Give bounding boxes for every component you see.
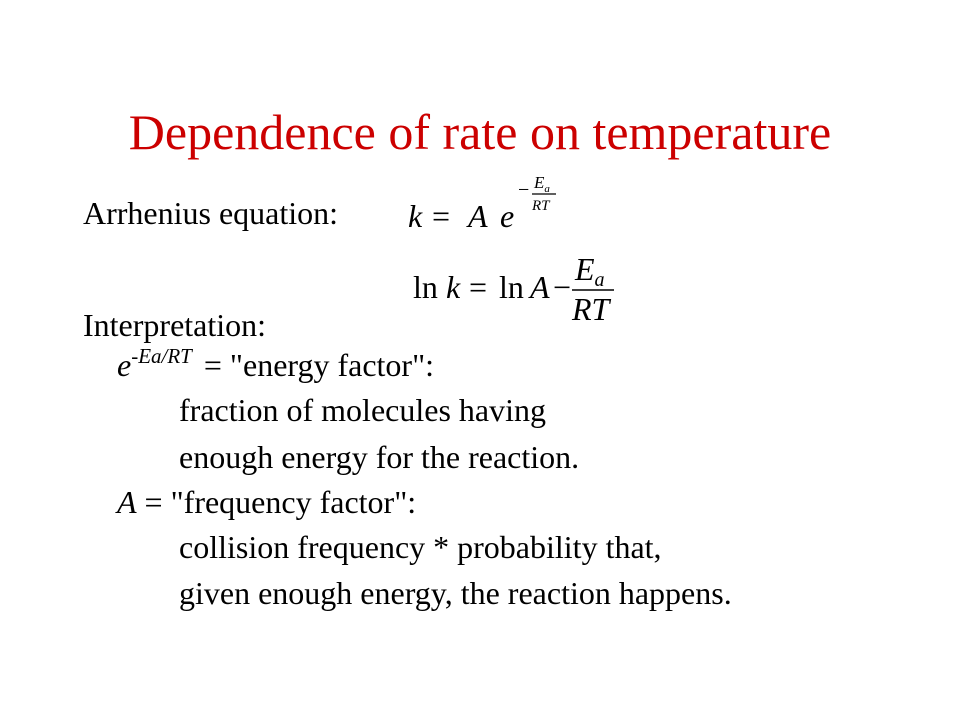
eq2-num: Ea: [574, 251, 605, 291]
arrhenius-label: Arrhenius equation:: [83, 195, 339, 231]
frequency-factor-desc-line2: given enough energy, the reaction happen…: [179, 575, 732, 611]
eq2-ln-right: ln: [499, 269, 524, 305]
arrhenius-equation: k = A e − Ea RT: [408, 173, 556, 234]
eq1-k: k: [408, 198, 423, 234]
frequency-factor-line: A = "frequency factor":: [117, 483, 416, 521]
eq1-equals: =: [432, 198, 450, 234]
eq2-k: k: [446, 269, 461, 305]
frequency-factor-desc-line1: collision frequency * probability that,: [179, 529, 662, 565]
energy-factor-desc-line1: fraction of molecules having: [179, 392, 546, 428]
eq2-num-sub: a: [595, 269, 605, 291]
energy-factor-desc-line2: enough energy for the reaction.: [179, 439, 580, 475]
energy-factor-exponent: -Ea/RT: [131, 344, 192, 368]
eq2-num-letter: E: [574, 251, 595, 287]
eq1-exp-num-letter: E: [533, 173, 545, 192]
eq1-exp-den: RT: [531, 198, 551, 214]
eq2-coef-A: A: [528, 269, 550, 305]
eq1-exp-minus: −: [518, 179, 529, 201]
energy-factor-line: e-Ea/RT = "energy factor":: [117, 344, 435, 388]
eq1-e: e: [500, 198, 514, 234]
slide-title: Dependence of rate on temperature: [128, 104, 832, 160]
eq2-minus: −: [553, 269, 571, 305]
eq2-den: RT: [571, 291, 612, 327]
interpretation-label: Interpretation:: [83, 307, 267, 343]
eq1-coef-A: A: [466, 198, 488, 234]
energy-factor-text: = "energy factor":: [195, 347, 435, 383]
eq1-exp-num-sub: a: [544, 183, 550, 195]
frequency-factor-text: = "frequency factor":: [136, 484, 417, 520]
energy-factor-base: e: [117, 347, 132, 383]
log-arrhenius-equation: ln k = ln A − Ea RT: [413, 251, 614, 327]
eq2-equals: =: [469, 269, 487, 305]
eq1-exp-num: Ea: [533, 173, 550, 195]
eq2-ln-left: ln: [413, 269, 438, 305]
frequency-factor-symbol: A: [117, 484, 137, 520]
